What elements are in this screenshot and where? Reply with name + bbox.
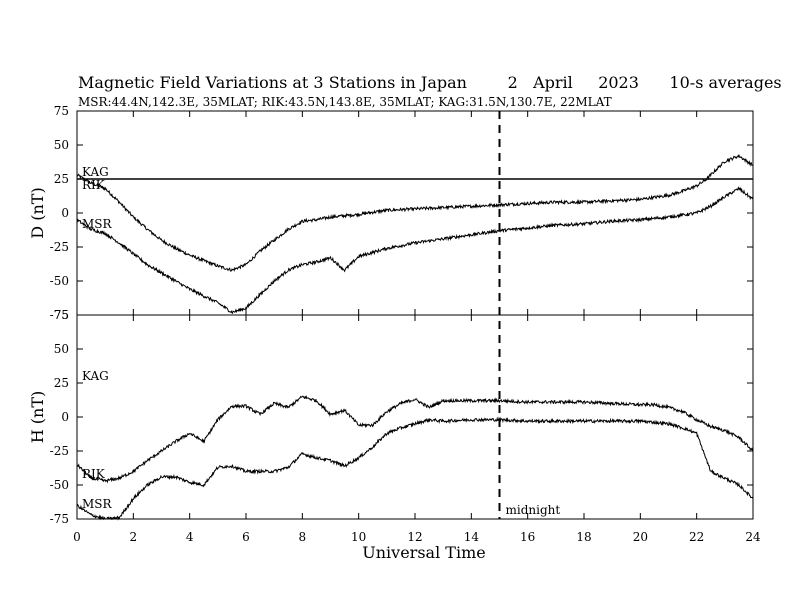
y-axis-label: H (nT) <box>28 391 47 444</box>
y-tick-label: 0 <box>61 206 69 220</box>
station-label-kag: KAG <box>82 165 109 179</box>
x-tick-label: 18 <box>576 530 591 544</box>
x-axis-label: Universal Time <box>362 543 485 562</box>
x-tick-label: 8 <box>299 530 307 544</box>
x-tick-label: 12 <box>407 530 422 544</box>
station-label-kag: KAG <box>82 369 109 383</box>
chart-title: Magnetic Field Variations at 3 Stations … <box>78 73 782 92</box>
panel-frame <box>76 314 754 520</box>
y-tick-label: -25 <box>50 240 69 254</box>
panel-frame <box>76 110 754 316</box>
x-axis: 0 2 4 6 8 10 12 14 16 18 20 22 24 <box>73 111 761 544</box>
series-kag <box>76 395 754 484</box>
y-tick-label: -50 <box>50 478 69 492</box>
station-label-rik: RIK <box>82 178 106 192</box>
series-rik <box>76 154 754 272</box>
y-tick-label: 75 <box>54 104 69 118</box>
x-tick-label: 22 <box>689 530 704 544</box>
y-tick-label: -50 <box>50 274 69 288</box>
y-tick-label: -75 <box>50 512 69 526</box>
series-msr <box>76 186 754 315</box>
y-tick-label: 0 <box>61 410 69 424</box>
y-tick-label: 50 <box>54 138 69 152</box>
x-tick-label: 10 <box>351 530 366 544</box>
station-label-msr: MSR <box>82 497 113 511</box>
series-rik <box>76 416 754 521</box>
x-tick-label: 24 <box>745 530 761 544</box>
y-tick-label: 75 <box>54 308 69 322</box>
x-tick-label: 0 <box>73 530 81 544</box>
station-label-msr: MSR <box>82 217 113 231</box>
midnight-label: midnight <box>506 503 561 517</box>
y-tick-label: -25 <box>50 444 69 458</box>
x-tick-label: 6 <box>242 530 250 544</box>
x-tick-label: 4 <box>186 530 194 544</box>
panel-horizontal: 75 50 25 0 -25 -50 -75 H (nT) KAG RIK MSR <box>28 308 754 526</box>
y-tick-label: 25 <box>54 376 69 390</box>
y-tick-label: 25 <box>54 172 69 186</box>
x-tick-label: 14 <box>464 530 480 544</box>
y-axis-label: D (nT) <box>28 187 47 238</box>
y-tick-label: -75 <box>50 308 69 322</box>
x-tick-label: 20 <box>633 530 648 544</box>
station-label-rik: RIK <box>82 467 106 481</box>
x-tick-label: 16 <box>520 530 535 544</box>
chart-subtitle: MSR:44.4N,142.3E, 35MLAT; RIK:43.5N,143.… <box>78 95 612 109</box>
x-tick-label: 2 <box>130 530 138 544</box>
y-tick-label: 50 <box>54 342 69 356</box>
